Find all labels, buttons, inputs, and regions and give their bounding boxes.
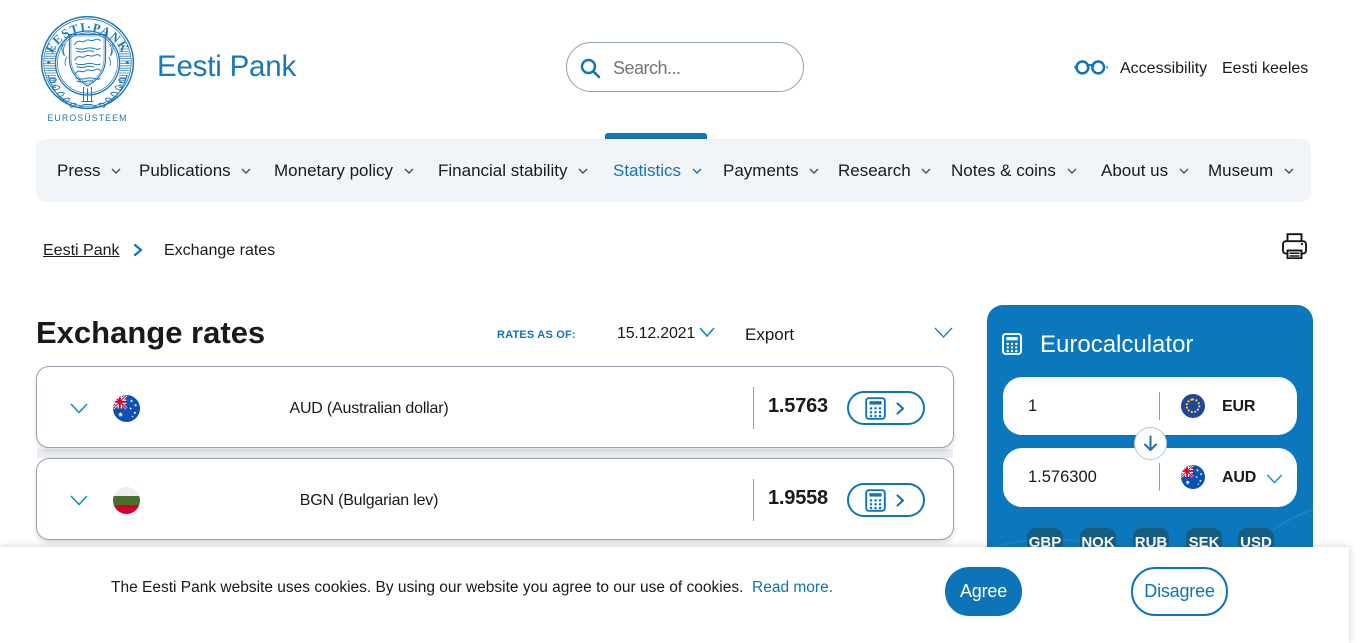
svg-text:EUROSÜSTEEM: EUROSÜSTEEM: [47, 113, 127, 123]
